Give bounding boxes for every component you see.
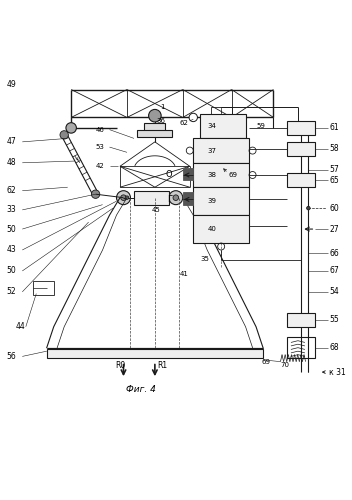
Circle shape bbox=[92, 190, 100, 198]
Text: 52: 52 bbox=[7, 288, 16, 296]
Text: 62: 62 bbox=[179, 120, 188, 126]
Text: 61: 61 bbox=[329, 124, 339, 132]
Text: 69: 69 bbox=[228, 172, 237, 178]
Text: 58: 58 bbox=[329, 144, 339, 154]
Bar bbox=[211, 107, 232, 114]
Text: 40: 40 bbox=[207, 226, 216, 232]
Bar bbox=[200, 114, 246, 138]
Text: Фиг. 4: Фиг. 4 bbox=[126, 385, 156, 394]
Bar bbox=[288, 313, 315, 326]
Text: 42: 42 bbox=[96, 164, 104, 170]
Text: к 31: к 31 bbox=[329, 368, 346, 376]
Text: 70: 70 bbox=[281, 362, 289, 368]
Circle shape bbox=[173, 195, 178, 200]
Bar bbox=[193, 187, 249, 215]
Bar bbox=[137, 130, 172, 136]
Bar bbox=[288, 337, 315, 358]
Bar bbox=[144, 122, 165, 132]
Bar bbox=[183, 192, 193, 204]
Bar bbox=[193, 163, 249, 187]
Text: 43: 43 bbox=[7, 246, 17, 254]
Text: 1: 1 bbox=[160, 104, 165, 110]
Text: R1: R1 bbox=[157, 360, 167, 370]
Text: 66: 66 bbox=[329, 249, 339, 258]
Bar bbox=[47, 350, 263, 358]
Text: R0: R0 bbox=[115, 360, 125, 370]
Text: Г: Г bbox=[167, 195, 172, 204]
Bar bbox=[288, 121, 315, 135]
Text: 68: 68 bbox=[329, 343, 339, 352]
Circle shape bbox=[66, 122, 76, 133]
Text: 38: 38 bbox=[207, 172, 216, 178]
Circle shape bbox=[149, 110, 161, 122]
Text: 50: 50 bbox=[7, 224, 17, 234]
Text: 37: 37 bbox=[207, 148, 216, 154]
Bar bbox=[288, 174, 315, 187]
Text: 67: 67 bbox=[329, 266, 339, 276]
Text: 50: 50 bbox=[7, 266, 17, 276]
Text: 41: 41 bbox=[179, 272, 188, 278]
Text: 57: 57 bbox=[329, 166, 339, 174]
Circle shape bbox=[189, 114, 197, 122]
Text: 27: 27 bbox=[329, 224, 339, 234]
Text: 53: 53 bbox=[96, 144, 105, 150]
Text: 34: 34 bbox=[207, 123, 216, 129]
Text: 54: 54 bbox=[329, 288, 339, 296]
Bar bbox=[193, 138, 249, 163]
Text: 69: 69 bbox=[261, 358, 270, 364]
Text: 49: 49 bbox=[7, 80, 17, 89]
Text: 55: 55 bbox=[329, 316, 339, 324]
Bar bbox=[134, 190, 169, 204]
Text: О: О bbox=[166, 170, 172, 179]
Text: 44: 44 bbox=[15, 322, 25, 331]
Text: 47: 47 bbox=[7, 138, 17, 146]
Circle shape bbox=[307, 206, 310, 210]
Bar bbox=[193, 215, 249, 243]
Text: 33: 33 bbox=[7, 206, 17, 214]
Bar bbox=[288, 142, 315, 156]
Text: 65: 65 bbox=[329, 176, 339, 184]
Circle shape bbox=[125, 196, 129, 200]
Text: 45: 45 bbox=[151, 207, 160, 213]
Circle shape bbox=[169, 190, 183, 204]
Text: 62: 62 bbox=[7, 186, 16, 195]
Text: 46: 46 bbox=[96, 126, 105, 132]
Bar bbox=[183, 168, 193, 180]
Circle shape bbox=[117, 190, 131, 204]
Text: 36: 36 bbox=[157, 118, 166, 124]
Text: 59: 59 bbox=[256, 123, 265, 129]
Text: 39: 39 bbox=[207, 198, 216, 204]
Bar bbox=[33, 282, 54, 296]
Circle shape bbox=[121, 195, 126, 200]
Text: 60: 60 bbox=[329, 204, 339, 212]
Text: 35: 35 bbox=[200, 256, 209, 262]
Text: 48: 48 bbox=[7, 158, 16, 168]
Text: 56: 56 bbox=[7, 352, 17, 361]
Circle shape bbox=[60, 130, 68, 139]
